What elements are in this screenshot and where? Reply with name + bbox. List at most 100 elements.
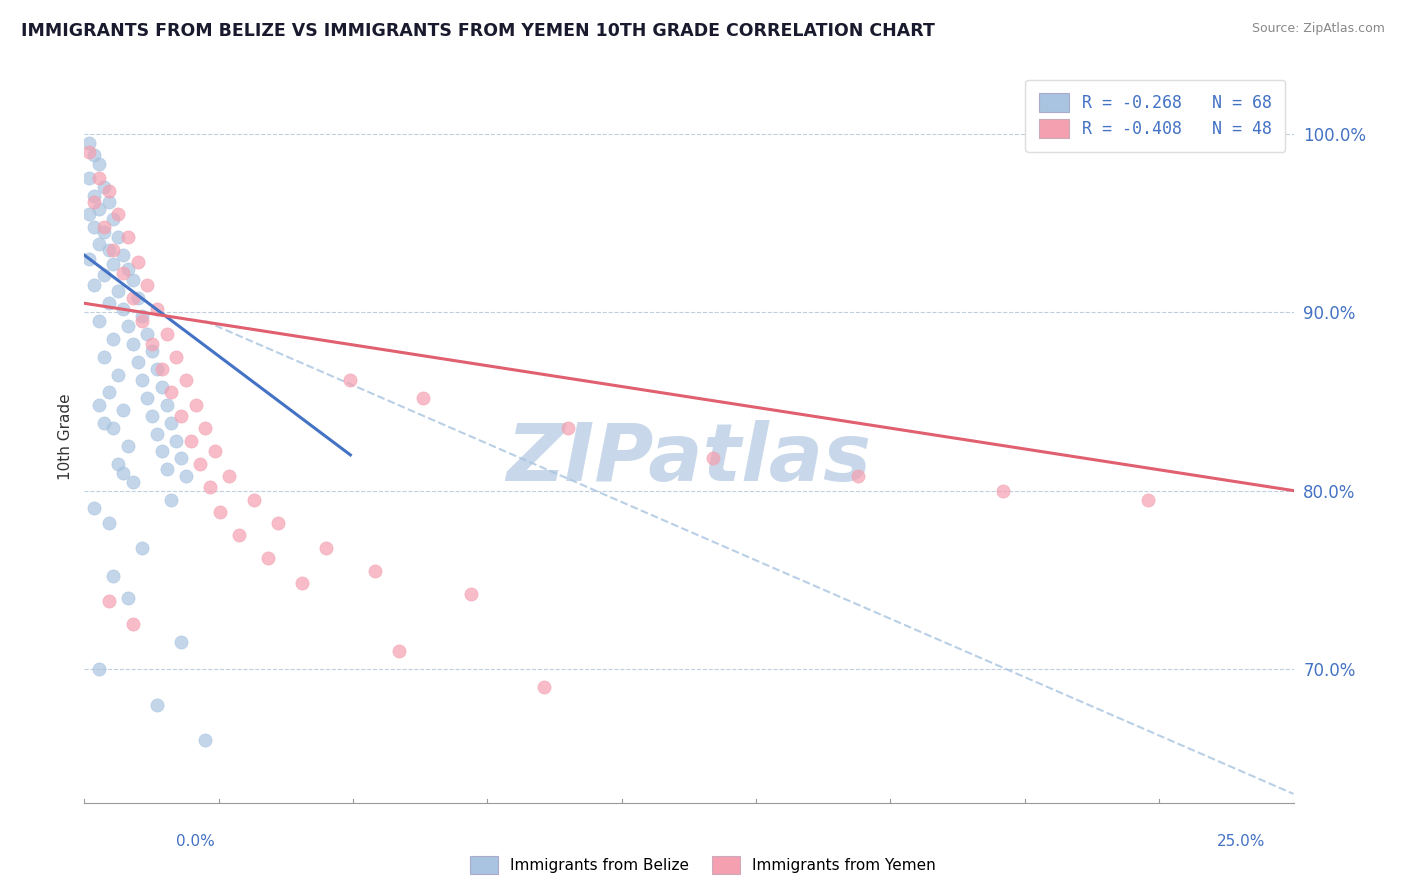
Text: IMMIGRANTS FROM BELIZE VS IMMIGRANTS FROM YEMEN 10TH GRADE CORRELATION CHART: IMMIGRANTS FROM BELIZE VS IMMIGRANTS FRO…	[21, 22, 935, 40]
Point	[87, 398, 110, 412]
Point	[533, 680, 555, 694]
Point	[97, 194, 120, 209]
Point	[127, 255, 149, 269]
Point	[150, 444, 173, 458]
Point	[146, 426, 169, 441]
Point	[83, 189, 105, 203]
Point	[77, 171, 100, 186]
Point	[146, 698, 169, 712]
Point	[127, 291, 149, 305]
Point	[184, 398, 207, 412]
Point	[103, 212, 125, 227]
Point	[83, 278, 105, 293]
Point	[131, 373, 153, 387]
Point	[194, 421, 217, 435]
Point	[993, 483, 1015, 498]
Point	[136, 391, 159, 405]
Point	[112, 248, 135, 262]
Point	[83, 501, 105, 516]
Point	[127, 355, 149, 369]
Point	[107, 207, 129, 221]
Point	[103, 421, 125, 435]
Point	[97, 516, 120, 530]
Point	[131, 314, 153, 328]
Point	[103, 332, 125, 346]
Point	[103, 243, 125, 257]
Point	[170, 635, 193, 649]
Point	[112, 266, 135, 280]
Point	[180, 434, 202, 448]
Point	[204, 444, 226, 458]
Point	[150, 362, 173, 376]
Point	[112, 466, 135, 480]
Point	[388, 644, 411, 658]
Point	[460, 587, 482, 601]
Point	[174, 373, 197, 387]
Point	[146, 301, 169, 316]
Point	[107, 457, 129, 471]
Point	[155, 398, 177, 412]
Point	[1137, 492, 1160, 507]
Point	[112, 403, 135, 417]
Point	[87, 202, 110, 216]
Point	[121, 617, 143, 632]
Point	[77, 207, 100, 221]
Point	[97, 385, 120, 400]
Point	[339, 373, 361, 387]
Point	[363, 564, 385, 578]
Point	[160, 385, 183, 400]
Text: 25.0%: 25.0%	[1218, 834, 1265, 849]
Point	[141, 337, 163, 351]
Point	[267, 516, 290, 530]
Point	[136, 278, 159, 293]
Point	[77, 136, 100, 150]
Point	[83, 194, 105, 209]
Point	[131, 541, 153, 555]
Point	[557, 421, 579, 435]
Point	[77, 145, 100, 159]
Point	[103, 257, 125, 271]
Point	[93, 350, 115, 364]
Legend: Immigrants from Belize, Immigrants from Yemen: Immigrants from Belize, Immigrants from …	[464, 850, 942, 880]
Point	[97, 296, 120, 310]
Point	[97, 594, 120, 608]
Point	[87, 171, 110, 186]
Legend: R = -0.268   N = 68, R = -0.408   N = 48: R = -0.268 N = 68, R = -0.408 N = 48	[1025, 79, 1285, 152]
Point	[190, 457, 212, 471]
Point	[194, 733, 217, 747]
Point	[121, 337, 143, 351]
Point	[155, 462, 177, 476]
Point	[93, 225, 115, 239]
Point	[107, 368, 129, 382]
Point	[87, 662, 110, 676]
Point	[97, 243, 120, 257]
Point	[97, 184, 120, 198]
Point	[93, 219, 115, 234]
Point	[165, 434, 187, 448]
Point	[117, 319, 139, 334]
Point	[218, 469, 240, 483]
Point	[315, 541, 337, 555]
Point	[702, 451, 724, 466]
Point	[170, 409, 193, 423]
Point	[107, 230, 129, 244]
Point	[87, 157, 110, 171]
Point	[121, 475, 143, 489]
Text: ZIPatlas: ZIPatlas	[506, 420, 872, 498]
Y-axis label: 10th Grade: 10th Grade	[58, 393, 73, 481]
Point	[87, 237, 110, 252]
Point	[107, 284, 129, 298]
Point	[257, 551, 280, 566]
Point	[160, 416, 183, 430]
Text: 0.0%: 0.0%	[176, 834, 215, 849]
Point	[228, 528, 250, 542]
Point	[93, 180, 115, 194]
Point	[165, 350, 187, 364]
Point	[146, 362, 169, 376]
Point	[112, 301, 135, 316]
Point	[131, 309, 153, 323]
Point	[846, 469, 869, 483]
Point	[117, 262, 139, 277]
Point	[117, 439, 139, 453]
Point	[170, 451, 193, 466]
